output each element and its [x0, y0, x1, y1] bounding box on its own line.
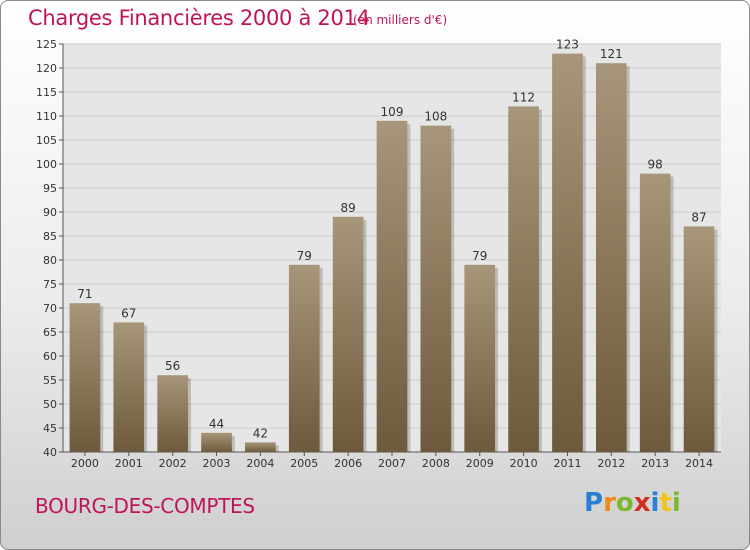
- bar: [508, 106, 539, 453]
- bar: [69, 303, 101, 452]
- y-tick-label: 125: [36, 38, 57, 51]
- y-tick-label: 110: [36, 110, 57, 123]
- y-tick-label: 95: [43, 182, 57, 195]
- logo-letter: o: [615, 488, 634, 518]
- x-tick-label: 2003: [203, 457, 231, 470]
- y-tick-label: 100: [36, 158, 57, 171]
- logo-letter: x: [633, 488, 651, 518]
- x-tick-label: 2010: [510, 457, 538, 470]
- bar-value-label: 44: [209, 417, 224, 431]
- bar-value-label: 56: [165, 359, 180, 373]
- proxiti-logo: Proxiti: [584, 488, 681, 518]
- x-tick-label: 2014: [685, 457, 713, 470]
- logo-letter: t: [659, 488, 672, 518]
- bar: [288, 264, 320, 452]
- x-tick-label: 2012: [597, 457, 625, 470]
- bar: [683, 226, 715, 452]
- bar-value-label: 89: [340, 201, 355, 215]
- bar-value-label: 67: [121, 306, 136, 320]
- bar-value-label: 87: [691, 210, 706, 224]
- x-tick-label: 2001: [115, 457, 143, 470]
- x-tick-label: 2005: [290, 457, 318, 470]
- y-tick-label: 105: [36, 134, 57, 147]
- bar: [245, 442, 276, 452]
- x-tick-label: 2011: [553, 457, 581, 470]
- x-tick-label: 2008: [422, 457, 450, 470]
- bar: [595, 63, 627, 452]
- bar-value-label: 79: [297, 249, 312, 263]
- bar: [420, 125, 452, 452]
- y-tick-label: 50: [43, 398, 57, 411]
- bar: [552, 53, 583, 452]
- bar-value-label: 123: [556, 38, 579, 52]
- bar: [157, 375, 189, 452]
- y-tick-label: 45: [43, 422, 57, 435]
- bar: [201, 432, 232, 452]
- bar-value-label: 121: [600, 47, 623, 61]
- y-tick-label: 55: [43, 374, 57, 387]
- bar: [376, 120, 408, 453]
- x-tick-label: 2007: [378, 457, 406, 470]
- y-tick-label: 115: [36, 86, 57, 99]
- y-tick-label: 60: [43, 350, 57, 363]
- logo-letter: r: [603, 488, 616, 518]
- y-tick-label: 65: [43, 326, 57, 339]
- y-tick-label: 70: [43, 302, 57, 315]
- chart-title: Charges Financières 2000 à 2014: [28, 6, 370, 30]
- commune-name: BOURG-DES-COMPTES: [35, 494, 255, 518]
- y-tick-label: 90: [43, 206, 57, 219]
- logo-letter: i: [671, 488, 681, 518]
- y-tick-label: 75: [43, 278, 57, 291]
- y-tick-label: 120: [36, 62, 57, 75]
- x-tick-label: 2009: [466, 457, 494, 470]
- bar: [332, 216, 364, 452]
- x-tick-label: 2006: [334, 457, 362, 470]
- bar-value-label: 71: [77, 287, 92, 301]
- bar-value-label: 109: [381, 105, 404, 119]
- logo-letter: i: [650, 488, 660, 518]
- x-tick-label: 2000: [71, 457, 99, 470]
- y-tick-label: 40: [43, 446, 57, 459]
- bar: [639, 173, 671, 452]
- x-tick-label: 2002: [159, 457, 187, 470]
- bar-value-label: 79: [472, 249, 487, 263]
- x-tick-label: 2013: [641, 457, 669, 470]
- y-tick-label: 85: [43, 230, 57, 243]
- bar-value-label: 112: [512, 90, 535, 104]
- bar: [113, 322, 145, 452]
- y-tick-label: 80: [43, 254, 57, 267]
- logo-letter: P: [584, 488, 604, 518]
- bar-value-label: 108: [424, 110, 447, 124]
- bar: [464, 264, 496, 452]
- bar-value-label: 42: [253, 426, 268, 440]
- chart-subtitle: (en milliers d'€): [353, 13, 448, 27]
- x-tick-label: 2004: [246, 457, 274, 470]
- bar-value-label: 98: [648, 158, 663, 172]
